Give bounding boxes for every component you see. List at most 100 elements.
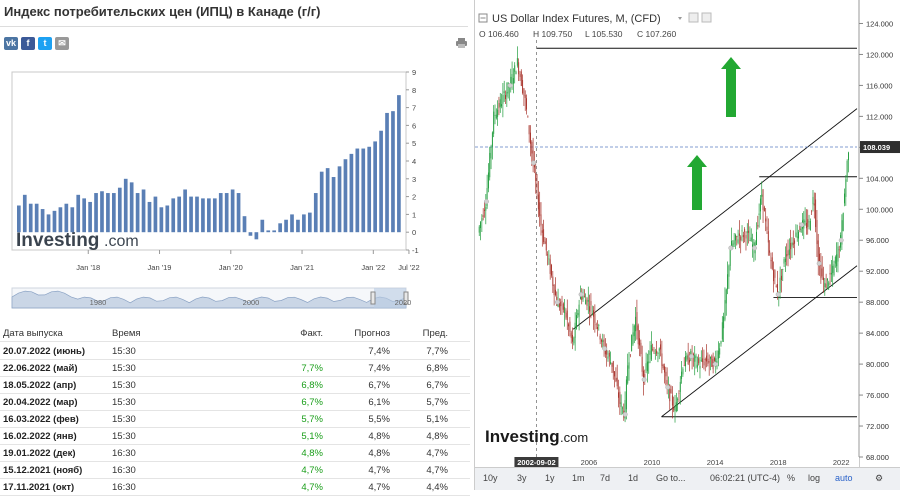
price-tick-label: 104.000 (866, 174, 893, 183)
pattern-marker (578, 291, 584, 297)
candle-body (578, 304, 580, 317)
y-tick-label: 1 (412, 210, 416, 219)
candle-body (528, 125, 530, 135)
navigator-selection[interactable] (374, 288, 406, 308)
cpi-bar (236, 193, 241, 233)
close-icon[interactable] (701, 12, 712, 23)
candle-body (699, 365, 701, 369)
candle-body (708, 361, 710, 363)
crosshair-date-label: 2002-09-02 (517, 458, 555, 467)
crosshair-date-box (514, 457, 559, 467)
cpi-bar (141, 189, 146, 233)
candle-body (710, 356, 711, 359)
period-7d-button[interactable]: 7d (600, 473, 611, 483)
y-tick-label: 5 (412, 139, 416, 148)
green-arrow-up-right (721, 57, 741, 117)
time-tick-label: 2010 (644, 458, 661, 467)
candle-body (729, 249, 731, 266)
candle-body (484, 209, 485, 211)
collapse-icon[interactable] (478, 13, 488, 23)
channel-upper-line (572, 108, 858, 330)
pattern-marker (531, 160, 537, 166)
candle-body (687, 354, 689, 365)
candle-body (648, 361, 650, 364)
candle-body (514, 65, 516, 72)
candle-body (794, 240, 796, 244)
candle-body (489, 152, 491, 178)
candle-body (604, 349, 606, 355)
candle-body (782, 269, 784, 270)
candle-body (847, 152, 849, 161)
candle-body (771, 257, 773, 270)
page-title: Индекс потребительских цен (ИПЦ) в Канад… (4, 4, 321, 19)
candle-body (702, 358, 704, 363)
candle-body (490, 146, 492, 159)
candle-body (786, 254, 788, 257)
usd-index-chart: 68.000 72.000 76.000 80.000 84.000 88.000 92.0… (475, 0, 900, 467)
candle-body (658, 348, 660, 351)
auto-toggle[interactable]: auto (835, 473, 853, 483)
candle-body (643, 370, 644, 383)
candle-body (704, 358, 706, 361)
candle-body (573, 337, 575, 344)
navigator-handle-left[interactable] (370, 291, 376, 305)
release-time: 15:30 (112, 380, 136, 391)
candle-body (544, 241, 546, 244)
candle-body (539, 202, 541, 216)
candle-body (515, 71, 517, 75)
candle-body (551, 265, 552, 276)
candle-body (664, 366, 665, 373)
percent-toggle[interactable]: % (787, 473, 796, 483)
candle-body (570, 332, 572, 339)
period-1m-button[interactable]: 1m (572, 473, 585, 483)
gear-icon[interactable]: ⚙ (875, 473, 884, 483)
candle-body (683, 365, 685, 367)
candle-body (719, 348, 721, 355)
candle-body (593, 310, 595, 317)
cpi-bar (207, 198, 211, 233)
candle-body (499, 99, 501, 107)
pattern-marker (484, 199, 489, 204)
candle-body (553, 284, 555, 296)
candle-body (724, 300, 726, 320)
candle-body (685, 356, 686, 367)
price-tick-label: 80.000 (866, 360, 889, 369)
candle-body (614, 371, 616, 377)
period-10y-button[interactable]: 10y (483, 473, 498, 483)
candle-body (766, 226, 768, 231)
navigator-area (11, 290, 407, 309)
settings-icon[interactable] (688, 12, 699, 23)
symbol-title: US Dollar Index Futures, M, (CFD) (492, 13, 661, 25)
table-row: 20.07.2022 (июнь) 15:30 7,4% 7,7% (0, 343, 470, 360)
forecast-value: 4,7% (368, 465, 390, 476)
period-1y-button[interactable]: 1y (545, 473, 555, 483)
actual-value: 4,7% (301, 482, 323, 493)
log-toggle[interactable]: log (808, 473, 821, 483)
goto-button[interactable]: Go to... (656, 473, 686, 483)
candle-body (736, 236, 738, 238)
candle-body (637, 325, 639, 345)
candle-body (763, 207, 765, 212)
candle-body (808, 221, 810, 223)
candle-body (836, 254, 838, 267)
print-icon[interactable] (456, 38, 467, 48)
candle-body (727, 274, 729, 290)
email-icon[interactable]: ✉ (55, 37, 69, 50)
ohlc-c-value: 107.260 (646, 29, 677, 39)
navigator-handle-right[interactable] (403, 291, 409, 305)
pattern-marker (799, 222, 805, 228)
twitter-icon[interactable]: t (38, 37, 52, 50)
symbol-dropdown-icon[interactable] (678, 17, 682, 20)
candle-body (608, 352, 610, 357)
cpi-bar (218, 193, 223, 233)
period-1d-button[interactable]: 1d (628, 473, 639, 483)
candle-body (796, 236, 798, 238)
candle-body (603, 339, 605, 347)
investing-watermark-suffix: .com (560, 430, 588, 445)
facebook-icon[interactable]: f (21, 37, 35, 50)
candle-body (665, 371, 667, 377)
candle-body (589, 306, 591, 312)
period-3y-button[interactable]: 3y (517, 473, 527, 483)
vk-icon[interactable]: vk (4, 37, 18, 50)
candle-body (689, 359, 690, 363)
